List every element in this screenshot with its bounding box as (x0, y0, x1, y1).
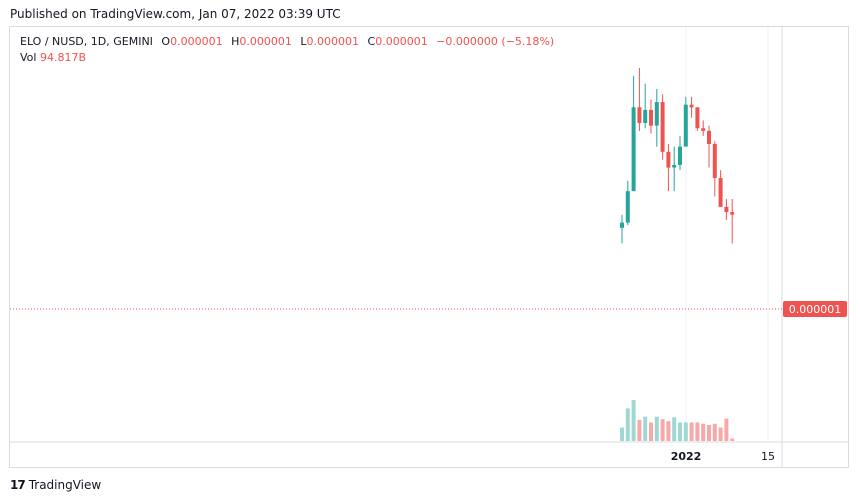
volume-bar (695, 422, 700, 441)
low-label: L (300, 35, 307, 48)
volume-value: 94.817B (39, 51, 87, 64)
candle-body (712, 143, 717, 179)
volume-bar (678, 422, 682, 441)
candle-body (718, 178, 723, 207)
volume-bar (654, 416, 659, 441)
candle-body (689, 104, 694, 108)
price-label: 0.000001 (789, 303, 842, 316)
candle-body (620, 222, 624, 228)
candle-body (631, 107, 636, 192)
volume-bar (724, 418, 729, 441)
symbol-label: ELO / NUSD, 1D, GEMINI (20, 35, 153, 48)
volume-bar (701, 423, 706, 441)
published-text: Published on TradingView.com, Jan 07, 20… (10, 7, 341, 21)
high-label: H (231, 35, 240, 48)
candle-body (625, 191, 630, 223)
x-tick-2022: 2022 (671, 450, 702, 463)
volume-bar (718, 427, 723, 441)
candle-body (730, 212, 735, 215)
candle-body (678, 146, 682, 165)
candle-body (724, 206, 729, 213)
candle-body (701, 128, 706, 131)
candle-body (637, 107, 642, 124)
candle-body (660, 102, 665, 152)
volume-bar (637, 419, 642, 441)
volume-bar (730, 438, 735, 441)
candle-body (695, 107, 700, 129)
volume-bar (666, 421, 671, 441)
volume-bar (660, 419, 665, 441)
candle-body (683, 104, 688, 147)
volume-bar (620, 427, 624, 441)
volume-bar (649, 422, 653, 441)
volume-bar (689, 422, 694, 441)
open-label: O (161, 35, 171, 48)
volume-legend: Vol 94.817B (20, 50, 86, 66)
volume-bar (683, 422, 688, 441)
candle-body (649, 109, 653, 126)
volume-bar (643, 416, 648, 441)
volume-bar (625, 408, 630, 441)
close-label: C (367, 35, 376, 48)
volume-bar (672, 417, 677, 441)
footer-brand[interactable]: TradingView (28, 478, 102, 492)
volume-bar (707, 425, 711, 441)
volume-label: Vol (20, 51, 37, 64)
candles (620, 68, 735, 244)
x-tick-15: 15 (761, 450, 775, 463)
chart-frame[interactable] (9, 26, 849, 468)
series-legend: ELO / NUSD, 1D, GEMINI O0.000001 H0.0000… (20, 34, 554, 50)
tradingview-logo-icon: 17 (10, 478, 26, 492)
price-label-box (783, 301, 847, 317)
low-value: 0.000001 (306, 35, 360, 48)
candle-body (666, 151, 671, 168)
open-value: 0.000001 (170, 35, 223, 48)
volume-bar (712, 423, 717, 441)
high-value: 0.000001 (239, 35, 292, 48)
candle-body (672, 164, 677, 168)
volume-bar (631, 400, 636, 441)
candle-body (707, 130, 711, 144)
close-value: 0.000001 (375, 35, 428, 48)
footer: 17 TradingView (10, 478, 101, 492)
volume-bars (620, 400, 735, 441)
candle-body (643, 109, 648, 124)
change-value: −0.000000 (−5.18%) (436, 35, 555, 48)
candle-body (654, 102, 659, 126)
